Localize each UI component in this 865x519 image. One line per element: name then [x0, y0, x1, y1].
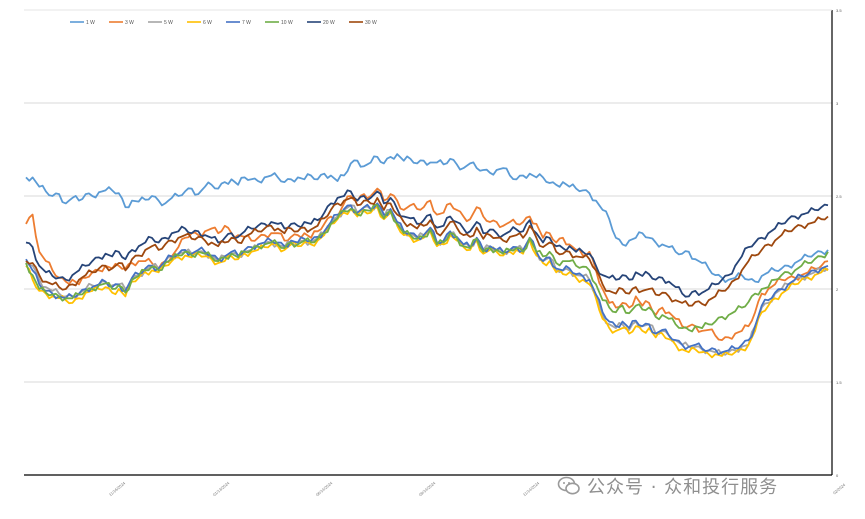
series-line-10-w: [25, 203, 829, 333]
series-line-3-w: [25, 187, 829, 342]
legend-label: 6 W: [203, 20, 212, 26]
legend-label: 30 W: [365, 20, 377, 26]
x-tick-label: 01/13/2024: [212, 480, 231, 497]
legend: 1 W 3 W 5 W 6 W 7 W 10 W 20 W 30 W: [70, 20, 377, 26]
y-tick-label: 2.5: [836, 194, 842, 199]
y-tick-labels: 0 1.5 2 2.5 3 3.5: [836, 8, 842, 478]
x-tick-label: 11/14/2024: [522, 480, 541, 497]
legend-label: 7 W: [242, 20, 251, 26]
legend-label: 20 W: [323, 20, 335, 26]
legend-label: 5 W: [164, 20, 173, 26]
y-tick-label: 1.5: [836, 380, 842, 385]
gridlines: [24, 102, 832, 383]
series-line-7-w: [25, 202, 829, 356]
x-tick-label: 02/2024: [832, 482, 847, 496]
wechat-logo-icon: [557, 476, 580, 495]
watermark-text: 公众号 · 众和投行服务: [587, 477, 779, 498]
series-line-20-w: [25, 189, 829, 298]
watermark: 公众号 · 众和投行服务: [557, 474, 778, 498]
y-tick-label: 0: [836, 473, 839, 478]
x-tick-label: 09/14/2024: [418, 480, 437, 497]
x-tick-label: 11/16/2024: [108, 480, 127, 497]
y-tick-label: 3: [836, 101, 839, 106]
series-lines: [25, 153, 829, 359]
y-tick-label: 3.5: [836, 8, 842, 13]
legend-label: 1 W: [86, 20, 95, 26]
y-tick-label: 2: [836, 287, 839, 292]
series-line-1-w: [25, 153, 829, 284]
x-tick-label: 06/14/2024: [315, 480, 334, 497]
series-line-6-w: [25, 206, 829, 359]
legend-label: 10 W: [281, 20, 293, 26]
legend-label: 3 W: [125, 20, 134, 26]
series-line-30-w: [25, 196, 829, 307]
series-line-5-w: [25, 202, 829, 356]
